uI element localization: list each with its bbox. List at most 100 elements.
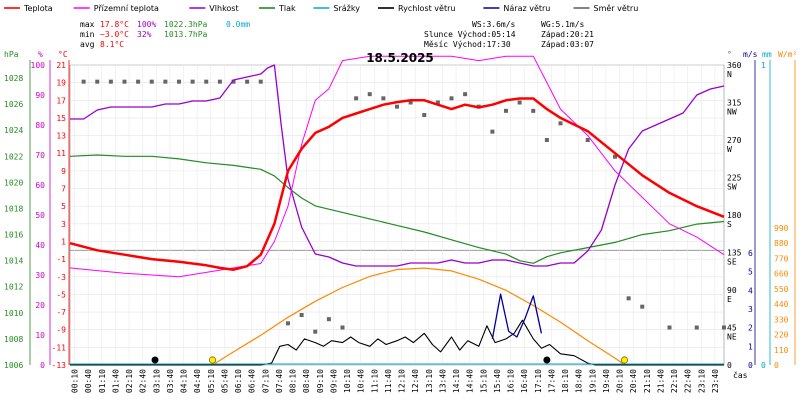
x-tick-label: 19:10 (588, 369, 597, 393)
pct-tick-label: 30 (35, 271, 45, 280)
wind-dir-point (667, 325, 672, 330)
hpa-tick-label: 1008 (4, 335, 23, 344)
x-tick-label: 03:40 (166, 369, 175, 393)
wm-tick-label: 550 (774, 285, 789, 294)
wm-tick-label: 0 (774, 361, 779, 370)
wm-tick-label: 220 (774, 331, 789, 340)
axis-units: hPa % °C ° m/s mm W/m² čas (4, 50, 797, 380)
chart-title: 18.5.2025 (366, 51, 434, 65)
wind-dir-point (558, 121, 563, 126)
x-tick-label: 06:40 (248, 369, 257, 393)
x-tick-label: 07:40 (275, 369, 284, 393)
hpa-tick-label: 1014 (4, 257, 23, 266)
ms-tick-label: 1 (748, 342, 753, 351)
x-tick-label: 21:40 (656, 369, 665, 393)
c-tick-label: -5 (56, 290, 66, 299)
series-sun (212, 267, 625, 366)
wind-dir-point (640, 304, 645, 309)
mm-tick-label: 0 (761, 361, 766, 370)
dir-tick-label: 360 (727, 61, 742, 70)
plot-frame (69, 64, 725, 366)
c-tick-label: 5 (61, 202, 66, 211)
wind-dir-point (81, 79, 86, 84)
wind-dir-point (149, 79, 154, 84)
x-tick-label: 16:40 (520, 369, 529, 393)
series-wind-speed (70, 319, 724, 366)
x-tick-label: 02:40 (139, 369, 148, 393)
stat-min-t: −3.0°C (100, 30, 129, 39)
c-tick-label: 19 (56, 79, 66, 88)
x-tick-label: 12:10 (398, 369, 407, 393)
info-ws: WS:3.6m/s (472, 20, 516, 29)
wind-dir-point (245, 79, 250, 84)
hpa-tick-label: 1010 (4, 309, 23, 318)
info-moon-rise: Měsíc Východ:17:30 (424, 40, 511, 49)
wind-dir-point (354, 96, 359, 101)
x-tick-label: 12:40 (411, 369, 420, 393)
dir-tick-name: SW (727, 183, 737, 192)
wind-dir-point (408, 100, 413, 105)
c-tick-label: 9 (61, 167, 66, 176)
dir-tick-name: W (727, 145, 732, 154)
wind-dir-point (258, 79, 263, 84)
dir-tick-name: E (727, 295, 732, 304)
wind-dir-point (422, 113, 427, 117)
series-wind-gust (491, 293, 543, 340)
wind-dir-point (531, 108, 536, 113)
pct-tick-label: 100 (31, 61, 46, 70)
wind-dir-point (299, 313, 304, 317)
wind-dir-point (163, 79, 168, 84)
x-tick-label: 13:40 (438, 369, 447, 393)
legend-label-tlak: Tlak (278, 4, 296, 13)
wm-tick-label: 770 (774, 254, 789, 263)
pct-tick-label: 70 (35, 151, 45, 160)
wm-tick-label: 660 (774, 270, 789, 279)
x-tick-label: 17:10 (534, 369, 543, 393)
c-tick-label: -3 (56, 273, 66, 282)
wm-tick-label: 990 (774, 224, 789, 233)
stats-block: max 17.8°C 100% 1022.3hPa 0.0mm min −3.0… (80, 20, 250, 49)
wind-dir-point (490, 129, 495, 134)
stat-max-label: max (80, 20, 95, 29)
x-tick-label: 22:10 (670, 369, 679, 393)
c-tick-label: 17 (56, 96, 66, 105)
c-tick-label: -9 (56, 326, 66, 335)
stat-max-p: 1022.3hPa (164, 20, 208, 29)
dir-tick-label: 90 (727, 286, 737, 295)
ms-tick-label: 0 (748, 361, 753, 370)
wm-tick-label: 110 (774, 346, 789, 355)
wind-dir-point (313, 329, 318, 334)
pct-tick-label: 80 (35, 121, 45, 130)
stat-min-label: min (80, 30, 95, 39)
x-tick-label: 00:40 (84, 369, 93, 393)
x-tick-label: 09:40 (329, 369, 338, 393)
wm-tick-label: 330 (774, 315, 789, 324)
wind-dir-point (504, 108, 508, 113)
wind-dir-point (585, 138, 590, 142)
unit-deg: ° (727, 50, 732, 59)
wind-dir-point (517, 100, 522, 105)
x-tick-label: 14:10 (452, 369, 461, 393)
dir-tick-label: 45 (727, 324, 737, 333)
wind-dir-point (722, 325, 726, 330)
ms-tick-label: 2 (748, 324, 753, 333)
c-tick-label: 13 (56, 132, 66, 141)
wind-dir-point (177, 79, 181, 84)
c-tick-label: -13 (52, 361, 67, 370)
wind-dir-point (694, 325, 699, 330)
stat-max-t: 17.8°C (100, 20, 129, 29)
hpa-tick-label: 1006 (4, 361, 23, 370)
wind-dir-point (367, 92, 372, 97)
stat-max-r: 0.0mm (226, 20, 250, 29)
legend: Teplota Přízemní teplota Vlhkost Tlak Srážky… (4, 4, 638, 13)
wind-dir-point (217, 79, 222, 84)
unit-ms: m/s (743, 50, 758, 59)
x-tick-label: 01:10 (98, 369, 107, 393)
wind-dir-point (613, 154, 617, 159)
wind-dir-point (395, 104, 399, 109)
unit-pct: % (38, 50, 43, 59)
legend-label-srazky: Srážky (333, 4, 360, 13)
dir-tick-name: SE (727, 258, 737, 267)
x-tick-label: 01:40 (111, 369, 120, 393)
unit-hpa: hPa (4, 50, 19, 59)
